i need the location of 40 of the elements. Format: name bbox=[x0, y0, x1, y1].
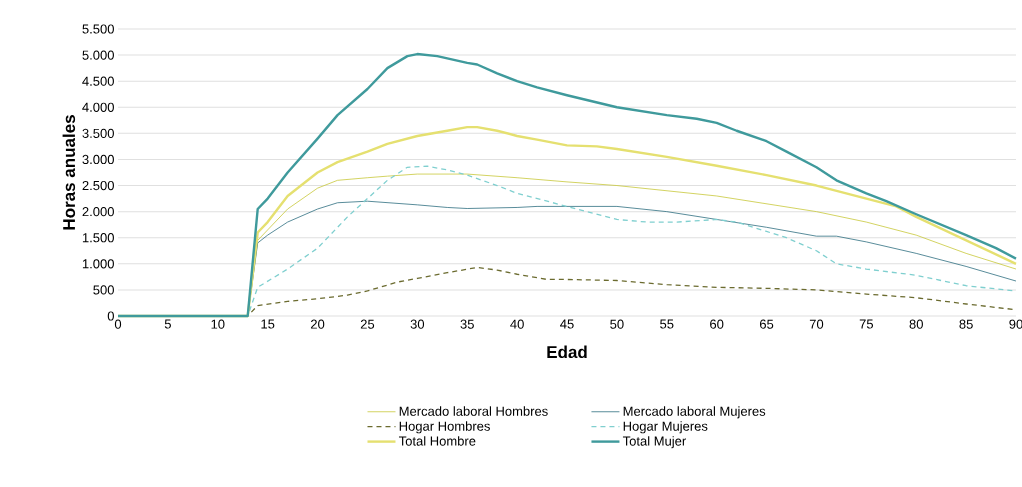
y-tick-label: 0 bbox=[107, 311, 114, 321]
x-tick-label: 25 bbox=[360, 319, 375, 329]
x-tick-label: 90 bbox=[1009, 319, 1022, 329]
y-tick-label: 4.000 bbox=[82, 102, 114, 112]
x-tick-label: 75 bbox=[859, 319, 874, 329]
x-tick-label: 65 bbox=[759, 319, 774, 329]
x-tick-label: 0 bbox=[114, 319, 122, 329]
x-tick-label: 35 bbox=[460, 319, 474, 329]
legend-label: Total Mujer bbox=[622, 436, 686, 449]
legend-label: Mercado laboral Hombres bbox=[399, 406, 548, 416]
line-series bbox=[116, 52, 1018, 318]
x-tick-label: 5 bbox=[164, 319, 171, 329]
x-tick-label: 80 bbox=[909, 319, 923, 329]
legend-label: Hogar Hombres bbox=[399, 421, 490, 434]
y-tick-label: 2.000 bbox=[82, 207, 114, 217]
y-tick-label: 5.500 bbox=[82, 24, 114, 34]
y-tick-label: 1.000 bbox=[82, 259, 114, 269]
x-tick-label: 40 bbox=[510, 319, 524, 329]
x-tick-label: 55 bbox=[660, 319, 674, 329]
x-tick-label: 85 bbox=[959, 319, 973, 329]
legend-label: Hogar Mujeres bbox=[623, 421, 708, 434]
y-tick-label: 3.000 bbox=[82, 154, 114, 165]
x-axis-title: Edad bbox=[547, 345, 587, 359]
x-tick-label: 60 bbox=[710, 319, 724, 329]
y-tick-label: 4.500 bbox=[82, 76, 114, 86]
x-tick-label: 30 bbox=[410, 319, 425, 329]
x-tick-label: 20 bbox=[310, 319, 325, 329]
y-tick-label: 2.500 bbox=[82, 180, 114, 191]
x-tick-label: 45 bbox=[560, 319, 574, 329]
y-tick-label: 3.500 bbox=[82, 128, 114, 138]
x-tick-label: 70 bbox=[809, 319, 824, 329]
legend-label: Total Hombre bbox=[398, 436, 476, 446]
x-tick-label: 10 bbox=[211, 319, 225, 329]
y-tick-label: 500 bbox=[93, 285, 114, 295]
y-axis-title: Horas anuales bbox=[62, 115, 76, 230]
x-tick-label: 15 bbox=[261, 319, 275, 329]
legend-label: Mercado laboral Mujeres bbox=[623, 406, 766, 419]
x-tick-label: 50 bbox=[610, 319, 624, 329]
y-tick-label: 5.000 bbox=[82, 50, 114, 60]
y-tick-label: 1.500 bbox=[82, 233, 114, 243]
